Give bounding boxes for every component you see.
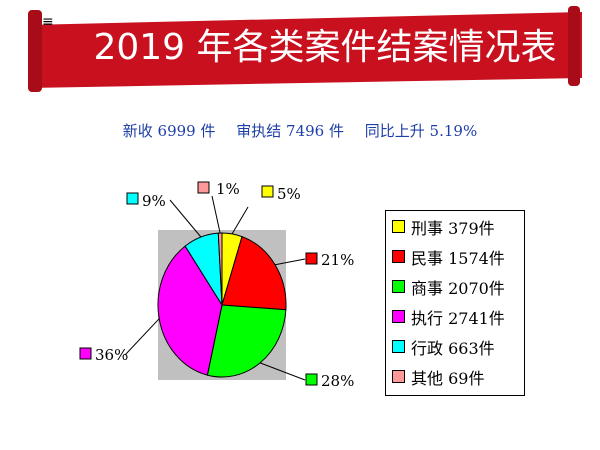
legend-item: 行政 663件 <box>392 332 524 361</box>
title-banner: ≡ <box>28 6 582 92</box>
legend-swatch <box>392 370 405 383</box>
legend-label: 其他 69件 <box>411 368 485 388</box>
data-label-swatch <box>79 347 92 360</box>
legend-swatch <box>392 310 405 323</box>
data-label-swatch <box>197 181 210 194</box>
legend-swatch <box>392 340 405 353</box>
summary-concluded: 审执结 7496 件 <box>236 122 344 140</box>
legend-item: 商事 2070件 <box>392 272 524 301</box>
legend-swatch <box>392 220 405 233</box>
data-label: 28% <box>321 372 354 390</box>
leader-line <box>275 258 306 266</box>
leader-line <box>169 199 202 238</box>
data-label-swatch <box>305 373 318 386</box>
leader-line <box>259 362 306 381</box>
data-label: 9% <box>142 192 166 210</box>
data-label-swatch <box>261 185 274 198</box>
summary-received: 新收 6999 件 <box>122 122 216 140</box>
legend-item: 民事 1574件 <box>392 242 524 271</box>
chart-legend: 刑事 379件 民事 1574件 商事 2070件 执行 2741件 行政 663件 其他… <box>385 210 525 396</box>
legend-label: 执行 2741件 <box>411 308 505 328</box>
summary-line: 新收 6999 件 审执结 7496 件 同比上升 5.19% <box>0 120 600 141</box>
legend-item: 其他 69件 <box>392 362 524 391</box>
data-label-swatch <box>126 192 139 205</box>
leader-line <box>211 195 221 234</box>
legend-label: 行政 663件 <box>411 338 495 358</box>
data-label: 21% <box>321 251 354 269</box>
banner-mark: ≡ <box>42 14 54 30</box>
pie-slice-其他 <box>217 232 223 306</box>
legend-item: 刑事 379件 <box>392 212 524 241</box>
legend-label: 商事 2070件 <box>411 278 505 298</box>
legend-swatch <box>392 280 405 293</box>
data-label: 36% <box>95 346 128 364</box>
pie-slice-商事 <box>206 304 287 378</box>
pie-slice-民事 <box>221 235 287 311</box>
banner-left-tab <box>28 10 42 92</box>
data-label: 1% <box>216 180 240 198</box>
legend-swatch <box>392 250 405 263</box>
banner-ribbon <box>28 12 582 88</box>
banner-right-tab <box>568 6 580 86</box>
leader-line <box>231 206 249 235</box>
legend-label: 民事 1574件 <box>411 248 505 268</box>
data-label-swatch <box>305 252 318 265</box>
legend-label: 刑事 379件 <box>411 218 495 238</box>
data-label: 5% <box>277 185 301 203</box>
summary-growth: 同比上升 5.19% <box>364 122 478 140</box>
page-title: 2019 年各类案件结案情况表 <box>93 27 557 68</box>
legend-item: 执行 2741件 <box>392 302 524 331</box>
leader-line <box>124 318 160 356</box>
